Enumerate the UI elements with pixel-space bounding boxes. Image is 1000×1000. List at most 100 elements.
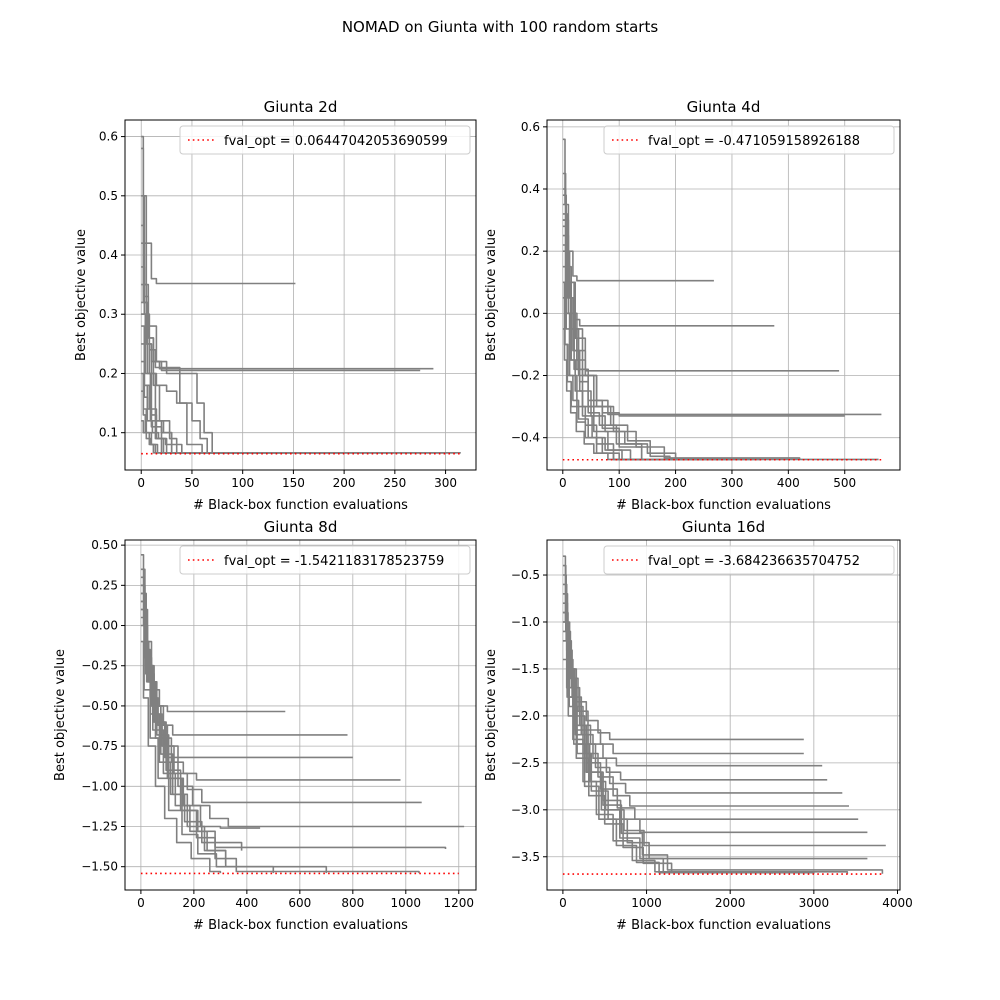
y-tick-label: 0.4 <box>521 182 540 196</box>
legend-box <box>179 125 471 155</box>
y-tick-label: 0.5 <box>99 189 118 203</box>
x-tick-label: 1000 <box>391 896 422 910</box>
x-tick-label: 800 <box>341 896 364 910</box>
series-line-1 <box>141 242 434 370</box>
series-group <box>562 138 882 461</box>
axes-frame <box>124 539 477 891</box>
y-tick-label: −3.0 <box>511 803 540 817</box>
legend-box <box>179 545 471 575</box>
x-tick-label: 50 <box>184 476 199 490</box>
x-tick-label: 200 <box>182 896 205 910</box>
axes-frame <box>546 119 901 471</box>
x-tick-label: 150 <box>282 476 305 490</box>
y-tick-label: −1.0 <box>511 615 540 629</box>
series-line-0 <box>562 138 714 282</box>
series-line-10 <box>140 600 227 864</box>
series-line-12 <box>562 640 773 874</box>
legend: fval_opt = -1.5421183178523759 <box>179 545 471 575</box>
axes-frame <box>546 539 901 891</box>
y-tick-label: −1.00 <box>81 779 118 793</box>
legend-box <box>603 125 895 155</box>
y-tick-label: −0.4 <box>511 431 540 445</box>
subplot-giunta-16d: 0 1000 2000 3000 4000 −3.5 −3.0 −2.5 −2.0 −1.5 −1.… <box>484 518 913 933</box>
x-tick-label: 100 <box>608 476 631 490</box>
y-tick-label: −2.0 <box>511 709 540 723</box>
y-tick-label: −2.5 <box>511 756 540 770</box>
y-tick-label: −0.5 <box>511 568 540 582</box>
y-tick-label: −0.75 <box>81 739 118 753</box>
x-tick-label: 300 <box>434 476 457 490</box>
x-axis-label: # Black-box function evaluations <box>193 498 408 513</box>
series-line-14 <box>562 658 815 874</box>
series-line-6 <box>562 213 801 460</box>
series-line-12 <box>141 301 284 454</box>
x-axis-label: # Black-box function evaluations <box>193 918 408 933</box>
series-line-9 <box>562 640 868 860</box>
y-tick-label: 0.4 <box>99 248 118 262</box>
y-tick-label: 0.2 <box>521 244 540 258</box>
y-tick-label: 0.0 <box>521 306 540 320</box>
x-tick-label: 3000 <box>799 896 830 910</box>
y-axis-label: Best objective value <box>74 229 89 361</box>
x-tick-label: 2000 <box>715 896 746 910</box>
y-tick-label: −0.25 <box>81 659 118 673</box>
subplot-giunta-2d: 0 50 100 150 200 250 300 0.1 0.2 0.3 0.4 0.5 0.6 Giun… <box>74 98 477 513</box>
series-line-0 <box>141 147 296 285</box>
x-tick-label: 400 <box>777 476 800 490</box>
series-line-11 <box>141 390 203 454</box>
series-line-13 <box>141 135 233 454</box>
series-line-11 <box>562 297 648 461</box>
series-group <box>562 555 886 874</box>
x-tick-label: 200 <box>664 476 687 490</box>
y-tick-label: −3.5 <box>511 850 540 864</box>
x-tick-label: 300 <box>721 476 744 490</box>
series-line-2 <box>562 574 823 767</box>
y-tick-label: 0.00 <box>91 619 118 633</box>
series-line-3 <box>140 592 401 781</box>
series-line-1 <box>562 564 804 755</box>
x-tick-label: 400 <box>235 896 258 910</box>
x-tick-label: 4000 <box>882 896 913 910</box>
legend: fval_opt = -3.684236635704752 <box>603 545 895 575</box>
legend-label: fval_opt = -3.684236635704752 <box>648 554 860 569</box>
x-tick-label: 500 <box>833 476 856 490</box>
series-line-15 <box>562 219 671 460</box>
figure-suptitle: NOMAD on Giunta with 100 random starts <box>342 18 659 36</box>
x-tick-label: 0 <box>559 896 567 910</box>
series-line-13 <box>140 584 243 851</box>
series-group <box>141 135 461 454</box>
series-line-11 <box>140 640 222 874</box>
y-tick-label: −0.50 <box>81 699 118 713</box>
series-line-13 <box>562 244 653 461</box>
subplot-title-giunta-2d: Giunta 2d <box>264 98 338 116</box>
x-tick-label: 0 <box>137 476 145 490</box>
x-tick-label: 600 <box>288 896 311 910</box>
axes-frame <box>124 119 477 471</box>
series-line-2 <box>562 203 840 372</box>
series-line-4 <box>141 283 456 454</box>
series-line-2 <box>141 266 421 372</box>
y-tick-label: −1.50 <box>81 860 118 874</box>
series-line-12 <box>140 608 261 829</box>
series-line-3 <box>562 219 882 416</box>
series-line-5 <box>140 608 465 828</box>
x-tick-label: 100 <box>231 476 254 490</box>
x-tick-label: 1200 <box>444 896 475 910</box>
series-line-1 <box>562 188 775 327</box>
subplot-title-giunta-16d: Giunta 16d <box>682 518 765 536</box>
series-line-15 <box>141 420 213 454</box>
x-tick-label: 0 <box>559 476 567 490</box>
legend-label: fval_opt = -0.471059158926188 <box>648 134 860 149</box>
series-line-9 <box>140 624 275 874</box>
x-axis-label: # Black-box function evaluations <box>616 498 831 513</box>
series-line-0 <box>562 555 804 741</box>
series-line-14 <box>141 360 324 454</box>
y-axis-label: Best objective value <box>53 649 68 781</box>
legend-box <box>603 545 895 575</box>
legend-label: fval_opt = 0.06447042053690599 <box>224 134 448 149</box>
series-group <box>140 554 465 874</box>
subplot-title-giunta-8d: Giunta 8d <box>264 518 338 536</box>
y-tick-label: 0.6 <box>99 130 118 144</box>
subplot-giunta-4d: 0 100 200 300 400 500 −0.4 −0.2 0.0 0.2 0.4 0.6 Giun… <box>484 98 901 513</box>
